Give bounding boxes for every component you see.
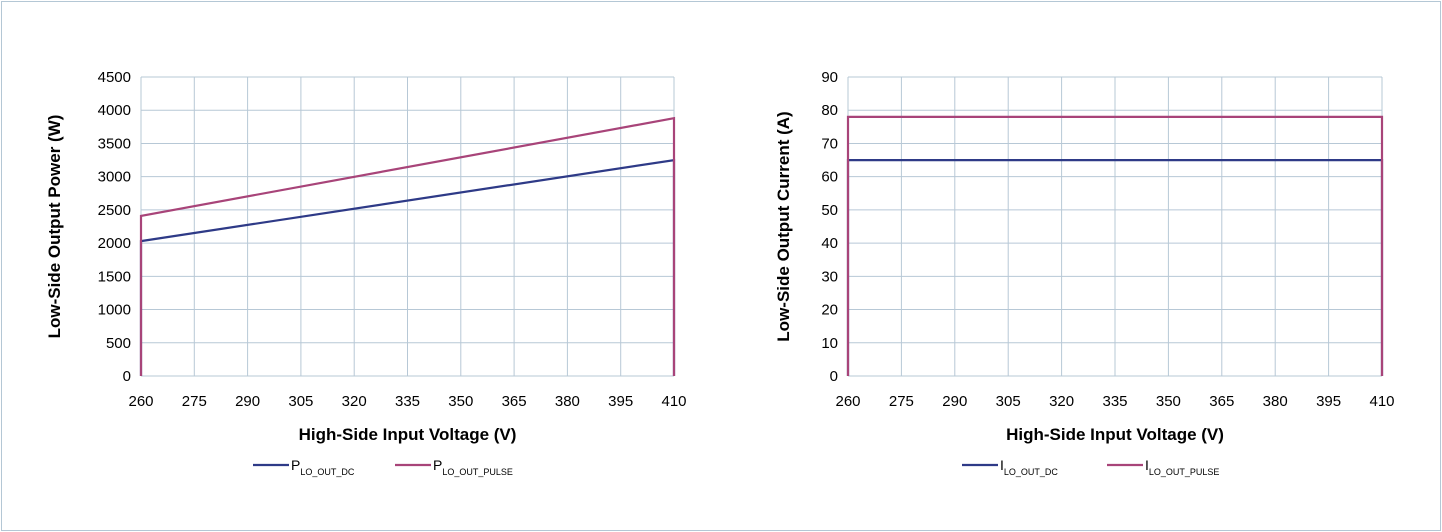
y-tick-label: 2500 <box>98 202 131 219</box>
x-tick-label: 290 <box>235 393 260 410</box>
y-axis-title: Low-Side Output Current (A) <box>774 111 793 341</box>
x-tick-label: 365 <box>502 393 527 410</box>
legend-label-subscript: LO_OUT_DC <box>300 467 355 477</box>
chart-output-current: 0 10 20 30 40 50 60 70 80 90 260 275 290 305 320 335 350… <box>774 69 1395 477</box>
x-tick-label: 350 <box>1156 393 1181 410</box>
x-axis-title: High-Side Input Voltage (V) <box>299 425 517 444</box>
legend-label: PLO_OUT_DC <box>291 457 355 477</box>
x-tick-label: 350 <box>448 393 473 410</box>
x-tick-label: 305 <box>996 393 1021 410</box>
y-tick-label: 0 <box>830 368 838 385</box>
x-tick-label: 380 <box>555 393 580 410</box>
y-tick-label: 50 <box>821 202 838 219</box>
y-tick-label: 30 <box>821 268 838 285</box>
legend: PLO_OUT_DC PLO_OUT_PULSE <box>253 457 513 477</box>
legend-label: ILO_OUT_DC <box>1000 457 1058 477</box>
y-tick-label: 3500 <box>98 135 131 152</box>
x-tick-label: 320 <box>1049 393 1074 410</box>
series-line-lo-out-pulse <box>846 115 1384 376</box>
x-tick-label: 395 <box>1316 393 1341 410</box>
x-tick-label: 365 <box>1209 393 1234 410</box>
y-tick-label: 90 <box>821 69 838 86</box>
y-axis-title: Low-Side Output Power (W) <box>45 115 64 339</box>
gridlines <box>847 76 1383 377</box>
y-tick-label: 500 <box>106 335 131 352</box>
y-tick-label: 60 <box>821 169 838 186</box>
x-tick-label: 410 <box>1369 393 1394 410</box>
y-tick-label: 2000 <box>98 235 131 252</box>
gridlines <box>140 76 675 377</box>
x-tick-label: 260 <box>128 393 153 410</box>
x-tick-label: 290 <box>942 393 967 410</box>
x-axis-title: High-Side Input Voltage (V) <box>1006 425 1224 444</box>
legend-label-subscript: LO_OUT_PULSE <box>1149 467 1220 477</box>
x-tick-label: 275 <box>182 393 207 410</box>
legend-label: PLO_OUT_PULSE <box>433 457 513 477</box>
y-tick-label: 1500 <box>98 268 131 285</box>
y-tick-label: 1000 <box>98 302 131 319</box>
x-tick-label: 410 <box>661 393 686 410</box>
x-tick-label: 395 <box>608 393 633 410</box>
y-tick-label: 4000 <box>98 102 131 119</box>
x-tick-label: 260 <box>835 393 860 410</box>
x-tick-label: 380 <box>1263 393 1288 410</box>
y-tick-label: 0 <box>123 368 131 385</box>
x-tick-label: 335 <box>395 393 420 410</box>
legend: ILO_OUT_DC ILO_OUT_PULSE <box>962 457 1219 477</box>
chart-output-power: 0 500 1000 1500 2000 2500 3000 3500 4000 4500 260 2… <box>45 69 687 477</box>
x-tick-label: 305 <box>288 393 313 410</box>
series-line-lo-out-pulse <box>139 116 676 376</box>
y-tick-label: 70 <box>821 135 838 152</box>
y-tick-label: 40 <box>821 235 838 252</box>
y-tick-label: 4500 <box>98 69 131 86</box>
y-tick-label: 80 <box>821 102 838 119</box>
x-tick-label: 275 <box>889 393 914 410</box>
x-tick-label: 335 <box>1102 393 1127 410</box>
legend-label: ILO_OUT_PULSE <box>1145 457 1219 477</box>
legend-label-subscript: LO_OUT_PULSE <box>442 467 513 477</box>
x-tick-label: 320 <box>342 393 367 410</box>
y-tick-label: 20 <box>821 302 838 319</box>
y-tick-label: 3000 <box>98 169 131 186</box>
legend-label-subscript: LO_OUT_DC <box>1004 467 1059 477</box>
y-tick-label: 10 <box>821 335 838 352</box>
